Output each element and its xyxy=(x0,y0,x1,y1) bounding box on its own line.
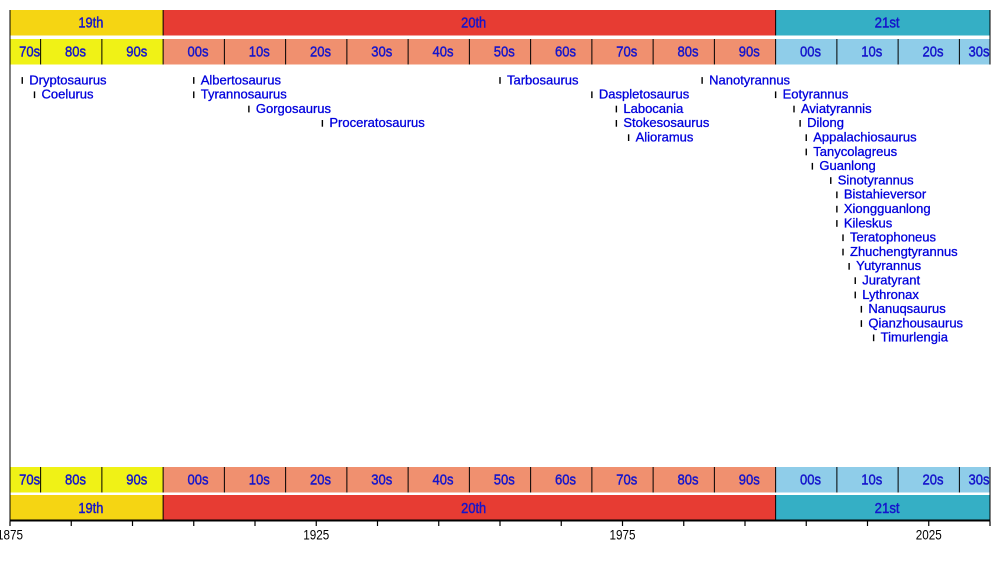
svg-text:Xiongguanlong: Xiongguanlong xyxy=(844,201,931,216)
svg-text:60s: 60s xyxy=(555,471,576,488)
svg-text:Daspletosaurus: Daspletosaurus xyxy=(599,87,690,102)
svg-text:Zhuchengtyrannus: Zhuchengtyrannus xyxy=(850,244,958,259)
svg-text:20s: 20s xyxy=(310,44,331,61)
svg-text:Qianzhousaurus: Qianzhousaurus xyxy=(868,315,963,330)
svg-text:70s: 70s xyxy=(616,44,637,61)
svg-text:80s: 80s xyxy=(678,44,699,61)
svg-text:2025: 2025 xyxy=(916,528,942,543)
svg-text:Timurlengia: Timurlengia xyxy=(881,330,949,345)
svg-text:90s: 90s xyxy=(739,44,760,61)
svg-text:70s: 70s xyxy=(19,44,40,61)
svg-text:Nanotyrannus: Nanotyrannus xyxy=(709,72,790,87)
svg-text:Bistahieversor: Bistahieversor xyxy=(844,187,927,202)
svg-text:30s: 30s xyxy=(371,471,392,488)
svg-text:00s: 00s xyxy=(188,44,209,61)
svg-text:70s: 70s xyxy=(616,471,637,488)
svg-text:Yutyrannus: Yutyrannus xyxy=(856,258,922,273)
svg-text:Tarbosaurus: Tarbosaurus xyxy=(507,72,579,87)
svg-text:50s: 50s xyxy=(494,471,515,488)
svg-text:Teratophoneus: Teratophoneus xyxy=(850,230,937,245)
svg-text:10s: 10s xyxy=(861,471,882,488)
svg-text:Albertosaurus: Albertosaurus xyxy=(201,72,282,87)
svg-text:00s: 00s xyxy=(800,44,821,61)
svg-text:Coelurus: Coelurus xyxy=(42,87,95,102)
svg-text:Sinotyrannus: Sinotyrannus xyxy=(838,172,914,187)
svg-text:30s: 30s xyxy=(968,471,989,488)
svg-text:Labocania: Labocania xyxy=(623,101,684,116)
svg-text:Proceratosaurus: Proceratosaurus xyxy=(329,115,425,130)
svg-text:30s: 30s xyxy=(968,44,989,61)
svg-text:90s: 90s xyxy=(126,44,147,61)
svg-text:19th: 19th xyxy=(78,500,103,517)
svg-text:1925: 1925 xyxy=(303,528,329,543)
svg-text:80s: 80s xyxy=(65,44,86,61)
svg-text:19th: 19th xyxy=(78,15,103,32)
svg-text:21st: 21st xyxy=(875,500,901,517)
svg-text:30s: 30s xyxy=(371,44,392,61)
svg-text:20s: 20s xyxy=(923,44,944,61)
svg-text:60s: 60s xyxy=(555,44,576,61)
svg-text:90s: 90s xyxy=(739,471,760,488)
svg-text:80s: 80s xyxy=(678,471,699,488)
svg-text:40s: 40s xyxy=(433,471,454,488)
svg-text:Gorgosaurus: Gorgosaurus xyxy=(256,101,332,116)
svg-text:90s: 90s xyxy=(126,471,147,488)
svg-text:Tanycolagreus: Tanycolagreus xyxy=(813,144,897,159)
svg-text:1975: 1975 xyxy=(610,528,636,543)
svg-text:Eotyrannus: Eotyrannus xyxy=(783,87,849,102)
svg-text:21st: 21st xyxy=(875,15,901,32)
svg-text:Appalachiosaurus: Appalachiosaurus xyxy=(813,130,917,145)
svg-text:Guanlong: Guanlong xyxy=(819,158,875,173)
svg-text:Dryptosaurus: Dryptosaurus xyxy=(29,72,107,87)
svg-text:70s: 70s xyxy=(19,471,40,488)
svg-text:50s: 50s xyxy=(494,44,515,61)
svg-text:10s: 10s xyxy=(861,44,882,61)
svg-text:Nanuqsaurus: Nanuqsaurus xyxy=(868,301,946,316)
svg-text:Stokesosaurus: Stokesosaurus xyxy=(623,115,709,130)
svg-text:20th: 20th xyxy=(461,15,486,32)
svg-text:Alioramus: Alioramus xyxy=(636,130,694,145)
svg-text:Kileskus: Kileskus xyxy=(844,215,893,230)
svg-text:20th: 20th xyxy=(461,500,486,517)
svg-text:Dilong: Dilong xyxy=(807,115,844,130)
svg-text:Aviatyrannis: Aviatyrannis xyxy=(801,101,872,116)
svg-text:00s: 00s xyxy=(800,471,821,488)
svg-text:80s: 80s xyxy=(65,471,86,488)
svg-text:10s: 10s xyxy=(249,471,270,488)
svg-text:20s: 20s xyxy=(923,471,944,488)
svg-text:1875: 1875 xyxy=(0,528,23,543)
svg-text:10s: 10s xyxy=(249,44,270,61)
svg-text:00s: 00s xyxy=(188,471,209,488)
svg-text:Lythronax: Lythronax xyxy=(862,287,919,302)
svg-text:20s: 20s xyxy=(310,471,331,488)
svg-text:40s: 40s xyxy=(433,44,454,61)
svg-text:Tyrannosaurus: Tyrannosaurus xyxy=(201,87,287,102)
svg-text:Juratyrant: Juratyrant xyxy=(862,273,920,288)
